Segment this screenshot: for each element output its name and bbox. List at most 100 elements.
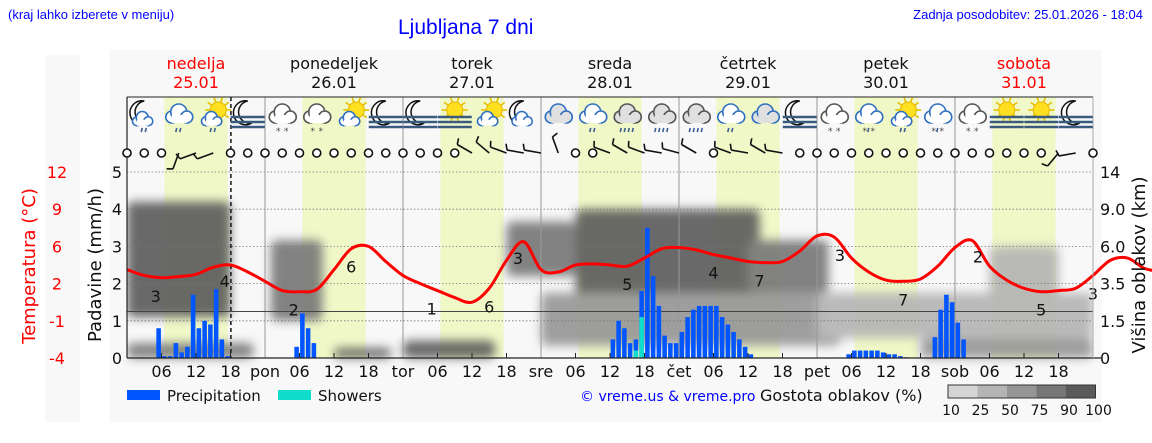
night-fog-icon [1058,100,1093,129]
cloud-scale-swatch [1007,385,1037,398]
precip-axis-title: Padavine (mm/h) [85,188,106,342]
night-fog-icon [230,100,265,129]
precip-tick-label: 0 [112,349,122,368]
precipitation-bar [208,324,213,358]
wind-calm-icon [1088,148,1098,158]
precipitation-bar [196,328,202,358]
copyright-link[interactable]: © vreme.us & vreme.pro [580,389,755,405]
cloud-height-tick-label: 6.0 [1100,237,1125,256]
x-day-label: tor [392,362,415,381]
precipitation-bar [219,339,225,358]
daylight-band [440,97,504,358]
precipitation-bar [213,289,219,358]
precipitation-bar [679,331,685,358]
wind-calm-icon [708,148,719,158]
wind-calm-icon [794,148,805,158]
cloud-height-tick-label: 9.0 [1100,200,1125,219]
day-date: 27.01 [449,73,495,92]
precip-tick-label: 4 [112,200,122,219]
temperature-label: 1 [427,300,437,319]
temperature-label: 2 [973,248,983,267]
temperature-label: 4 [220,272,230,291]
x-hour-label: 06 [289,362,309,381]
x-hour-label: 06 [841,362,861,381]
wind-calm-icon [829,148,840,158]
precipitation-bar [708,305,713,358]
wind-calm-icon [139,148,150,158]
temperature-label: 7 [898,290,908,309]
cloud-scale-swatch [977,385,1007,398]
wind-barb-icon [593,140,611,154]
precipitation-bar [300,313,305,358]
wind-barb-icon [764,143,783,154]
temperature-label: 6 [346,258,356,277]
temperature-label: 3 [513,249,523,268]
precipitation-bar [616,320,621,358]
temperature-label: 7 [754,272,764,291]
precipitation-bar [691,309,696,358]
sun-cloud-rain-icon [200,97,232,133]
last-updated: Zadnja posodobitev: 25.01.2026 - 18:04 [913,7,1143,22]
wind-calm-icon [346,148,357,158]
precip-tick-label: 3 [112,237,122,256]
sun-cloud-rain-icon [890,97,922,133]
svg-text:*: * [863,127,868,137]
cloud-height-tick-label: 1.5 [1100,312,1125,331]
wind-calm-icon [1019,148,1029,158]
wind-barb-icon [1055,150,1076,157]
wind-calm-icon [587,148,598,158]
wind-calm-icon [898,148,909,158]
precipitation-bar [748,354,754,358]
cloud-scale-frame [947,384,1096,399]
temp-tick-label: 6 [52,237,62,256]
precipitation-bar [633,339,639,358]
precipitation-bar [702,305,708,358]
precipitation-bar [731,331,736,358]
cloud-rain-icon [716,103,746,133]
x-hour-label: 18 [496,362,516,381]
cloud-scale-swatch [1036,385,1066,398]
x-hour-label: 06 [565,362,585,381]
cloud-rain-heavy-icon [613,103,643,133]
page-title: Ljubljana 7 dni [398,16,534,39]
precipitation-bar [305,328,311,358]
precipitation-bar [737,339,742,358]
temperature-label: 3 [835,246,845,265]
wind-barb-icon [661,142,680,154]
precipitation-bar [880,352,886,358]
temp-axis-background [45,55,80,422]
x-hour-label: 12 [186,362,206,381]
wind-calm-icon [260,148,270,158]
location-hint: (kraj lahko izberete v meniju) [8,7,175,22]
wind-barb-icon [505,143,524,154]
precipitation-bar [898,356,903,358]
precip-tick-label: 2 [112,275,122,294]
precipitation-bar [668,343,673,358]
wind-calm-icon [1036,148,1047,158]
day-date: 31.01 [1001,73,1047,92]
precipitation-bar [311,343,317,358]
wind-calm-icon [950,148,960,158]
precipitation-bar [622,328,627,358]
cloud-rain-heavy-icon [647,103,677,133]
day-date: 28.01 [587,73,633,92]
cloud-scale-label: 10 [942,403,960,419]
x-hour-label: 12 [462,362,482,381]
svg-text:*: * [284,127,289,137]
wind-calm-icon [225,148,236,158]
temperature-label: 5 [1036,301,1046,320]
precipitation-bar [190,294,196,358]
wind-calm-icon [846,148,857,158]
day-name: nedelja [167,54,226,73]
day-date: 30.01 [863,73,909,92]
temperature-line [126,232,1152,305]
x-hour-label: 18 [910,362,930,381]
day-name: sreda [588,54,632,73]
cloud-height-tick-label: 0 [1100,349,1110,368]
precipitation-bar [645,227,650,358]
wind-calm-icon [122,148,132,158]
cloud-scale-label: 75 [1031,403,1049,419]
wind-calm-icon [812,148,822,158]
precipitation-bar [846,354,851,358]
